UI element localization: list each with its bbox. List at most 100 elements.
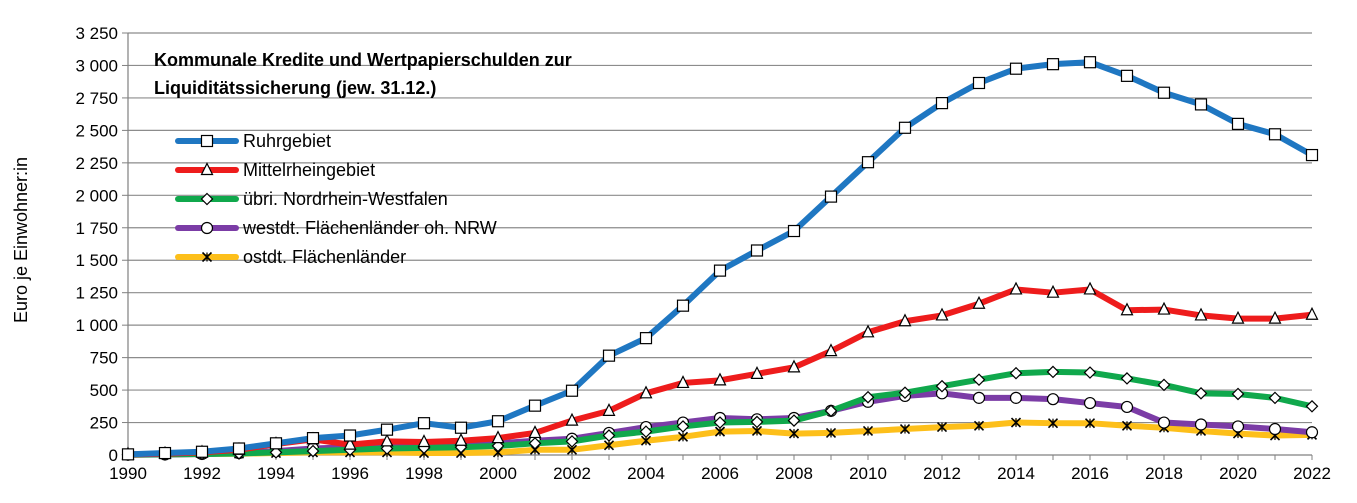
data-point <box>1009 366 1023 380</box>
data-point <box>750 366 764 379</box>
data-point <box>1120 372 1134 385</box>
data-point <box>825 427 837 438</box>
legend-marker <box>200 221 214 235</box>
data-point <box>1120 400 1134 414</box>
legend-item: Mittelrheingebiet <box>175 160 375 180</box>
data-point <box>602 429 616 442</box>
data-point <box>750 244 764 257</box>
data-point <box>195 445 209 458</box>
data-point <box>861 390 875 404</box>
y-tick-label: 500 <box>90 381 118 400</box>
x-tick-label: 2008 <box>775 464 813 483</box>
data-point <box>1046 365 1060 379</box>
data-point <box>1157 378 1171 392</box>
axes: 0 250 500 750 1 000 1 250 1 500 1 750 2 000 2 250… <box>75 24 1330 483</box>
data-point <box>787 414 801 427</box>
data-point <box>1194 386 1208 400</box>
legend-marker <box>201 251 213 263</box>
data-point <box>1083 396 1097 410</box>
data-point <box>1009 391 1023 404</box>
data-point <box>603 440 615 451</box>
data-point <box>602 403 616 416</box>
data-point <box>861 156 875 169</box>
x-tick-label: 2010 <box>849 464 887 483</box>
x-tick-label: 1996 <box>331 464 369 483</box>
x-tick-label: 1998 <box>405 464 443 483</box>
data-point <box>899 423 911 435</box>
data-point <box>713 372 727 386</box>
data-point <box>1305 399 1319 413</box>
legend-marker <box>200 134 214 148</box>
y-axis-title: Euro je Einwohner:in <box>11 157 31 323</box>
x-tick-label: 1994 <box>257 464 295 483</box>
data-point <box>1268 391 1282 405</box>
data-point <box>121 448 135 461</box>
legend-marker <box>200 162 214 176</box>
data-point <box>1157 416 1171 429</box>
data-point <box>824 404 838 418</box>
data-point <box>1194 98 1208 111</box>
data-point <box>1083 281 1097 295</box>
data-point <box>1046 393 1060 406</box>
y-tick-label: 3 000 <box>75 56 118 75</box>
data-point <box>972 391 986 404</box>
data-point <box>1047 418 1059 429</box>
x-tick-label: 2020 <box>1219 464 1257 483</box>
data-point <box>565 435 579 448</box>
y-tick-label: 2 000 <box>75 186 118 205</box>
data-point <box>1305 148 1319 162</box>
data-point <box>639 385 653 399</box>
data-point <box>528 425 542 439</box>
legend-label: Mittelrheingebiet <box>243 160 375 180</box>
data-point <box>898 121 912 134</box>
data-point <box>1305 306 1319 320</box>
data-point <box>343 429 357 442</box>
data-point <box>639 332 653 345</box>
data-point <box>824 343 838 357</box>
data-point <box>417 434 431 448</box>
data-point <box>787 224 801 238</box>
x-tick-label: 2006 <box>701 464 739 483</box>
data-point <box>158 446 172 460</box>
data-point <box>1121 420 1133 431</box>
data-point <box>676 299 690 312</box>
data-point <box>972 76 986 90</box>
data-point <box>454 432 468 446</box>
legend: Ruhrgebiet Mittelrheingebiet übri. Nordrhe… <box>175 131 497 267</box>
data-point <box>232 442 246 455</box>
data-point <box>343 436 357 450</box>
data-point <box>491 430 505 444</box>
data-point <box>565 384 579 397</box>
data-point <box>824 190 838 203</box>
x-tick-label: 1990 <box>109 464 147 483</box>
x-tick-label: 2012 <box>923 464 961 483</box>
data-point <box>491 415 505 428</box>
data-point <box>565 412 579 426</box>
y-tick-label: 250 <box>90 414 118 433</box>
data-point <box>528 399 542 412</box>
data-point <box>676 375 690 389</box>
y-tick-label: 1 250 <box>75 284 118 303</box>
data-point <box>602 349 616 362</box>
data-point <box>1157 86 1171 99</box>
data-point <box>1084 418 1096 429</box>
data-point <box>861 324 875 338</box>
data-point <box>1120 69 1134 82</box>
data-point <box>1009 281 1023 295</box>
data-point <box>306 432 320 445</box>
data-point <box>1083 366 1097 379</box>
y-tick-label: 2 500 <box>75 121 118 140</box>
data-point <box>1046 58 1060 71</box>
y-tick-label: 1 750 <box>75 219 118 238</box>
data-point <box>898 386 912 400</box>
data-point <box>1231 387 1245 401</box>
legend-item: ostdt. Flächenländer <box>175 247 406 267</box>
data-point <box>1268 310 1282 324</box>
data-point <box>788 428 800 439</box>
chart-title-line-1: Kommunale Kredite und Wertpapierschulden… <box>154 50 572 70</box>
data-point <box>269 446 283 459</box>
y-tick-label: 750 <box>90 349 118 368</box>
data-point <box>306 444 320 458</box>
x-tick-label: 2022 <box>1293 464 1331 483</box>
x-tick-label: 1992 <box>183 464 221 483</box>
